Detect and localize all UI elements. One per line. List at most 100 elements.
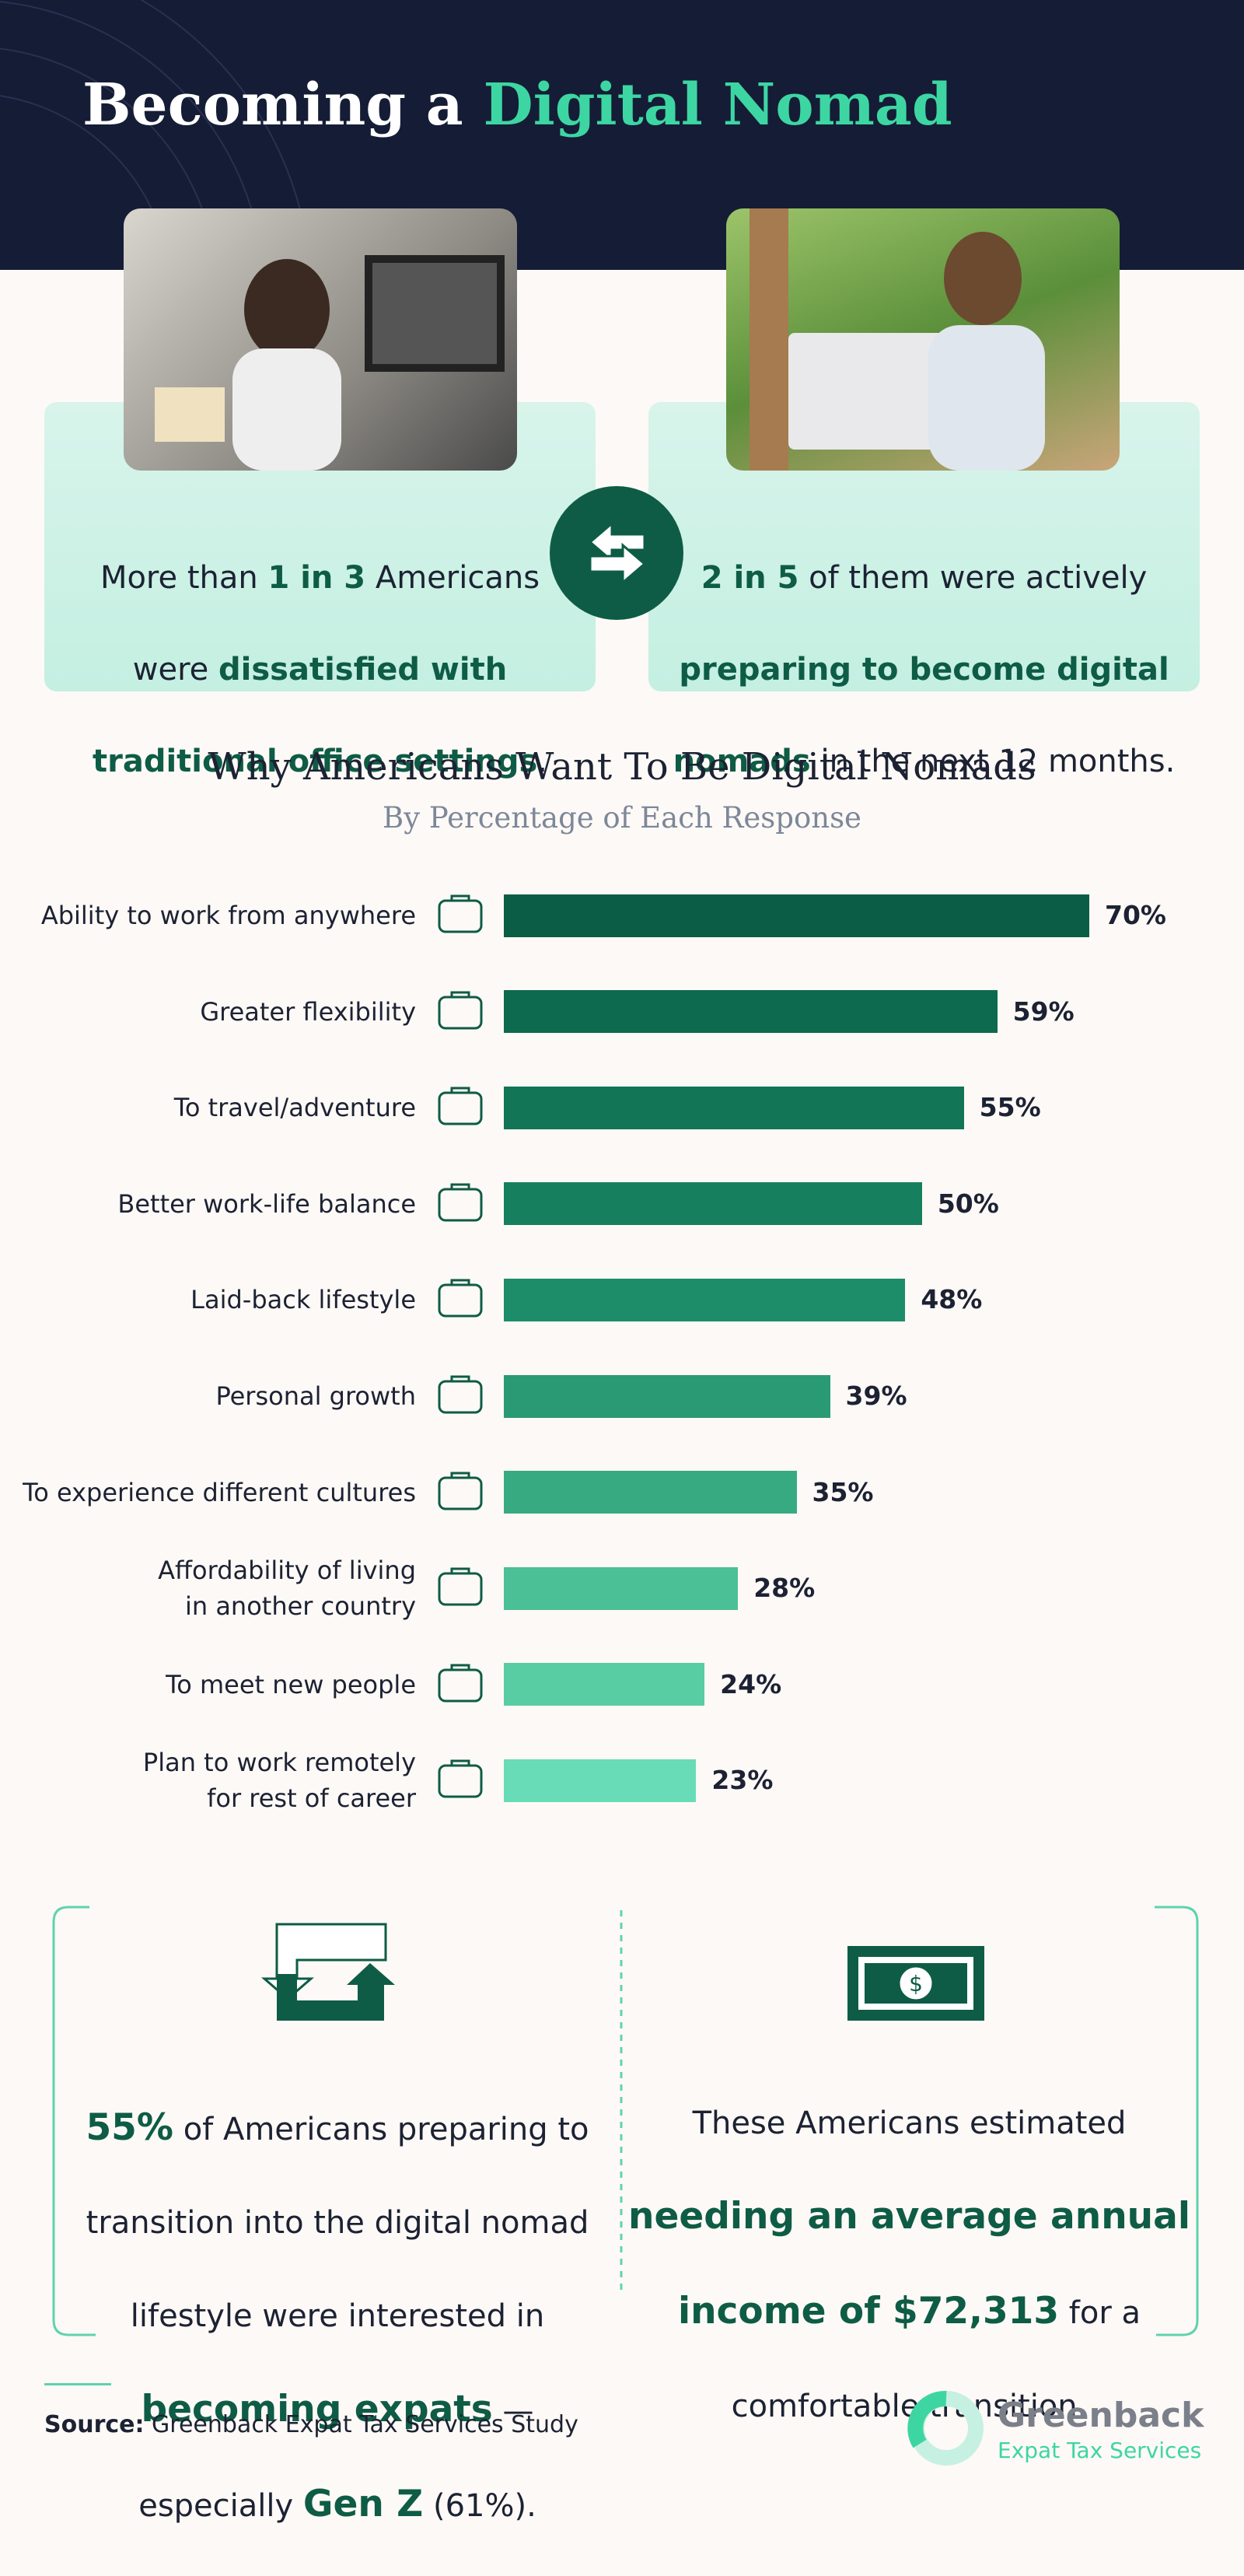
icon [438, 1087, 483, 1125]
highlight: becoming expats [141, 2388, 493, 2431]
highlight: Gen Z [302, 2483, 424, 2525]
text-line: lifestyle were interested in [54, 2293, 621, 2340]
highlight: 1 in 3 [267, 560, 366, 596]
text-line: were dissatisfied with [44, 647, 596, 693]
category-label: To meet new people [166, 1669, 416, 1699]
highlight: traditional office settings [93, 744, 538, 779]
photo-art [750, 208, 1045, 471]
highlight: needing an average annual [628, 2195, 1190, 2238]
icon [438, 1375, 483, 1414]
text-line: preparing to become digital [648, 647, 1200, 693]
swap-icon [550, 486, 683, 620]
category-label: Better work-life balance [117, 1188, 416, 1219]
bottom-frame: $ [52, 1906, 1199, 2336]
highlight: 2 in 5 [701, 560, 799, 596]
bar [504, 1182, 922, 1226]
icon [438, 894, 483, 933]
value-label: 35% [812, 1476, 874, 1507]
value-label: 39% [845, 1381, 907, 1411]
text-line: especially Gen Z (61%). [54, 2481, 621, 2529]
text: More than [100, 560, 268, 596]
title: Becoming a Digital Nomad [82, 72, 952, 138]
text: for a [1059, 2295, 1141, 2331]
text: lifestyle were interested in [130, 2298, 545, 2334]
highlight: preparing to become digital [679, 652, 1169, 688]
value-label: 23% [711, 1765, 774, 1796]
text-line: 2 in 5 of them were actively [648, 555, 1200, 601]
category-label: Greater flexibility [200, 996, 416, 1027]
text: were [132, 652, 218, 688]
text-line: income of $72,313 for a [621, 2288, 1197, 2336]
bar [504, 1566, 739, 1610]
icon [438, 1567, 483, 1606]
highlight: dissatisfied with [218, 652, 508, 688]
text: (61%). [423, 2488, 536, 2524]
text: of Americans preparing to [173, 2112, 589, 2147]
stat-text: 2 in 5 of them were actively preparing t… [648, 509, 1200, 831]
svg-text:$: $ [909, 1971, 923, 1997]
text: — [492, 2393, 534, 2429]
title-highlight: Digital Nomad [483, 72, 952, 138]
logo-mark [907, 2390, 984, 2466]
value-label: 70% [1105, 900, 1166, 930]
category-label: Affordability of living in another count… [158, 1556, 416, 1622]
text-line: transition into the digital nomad [54, 2200, 621, 2246]
photo [726, 208, 1120, 471]
text: in the next 12 months. [810, 744, 1176, 779]
text: of them were actively [798, 560, 1148, 596]
icon [438, 1279, 483, 1318]
highlight: 55% [86, 2106, 173, 2149]
source-label: Source: [44, 2411, 145, 2438]
category-label: Plan to work remotely for rest of career [142, 1748, 416, 1814]
text-line: traditional office settings. [44, 739, 596, 785]
text: transition into the digital nomad [86, 2205, 589, 2241]
footer-rule [44, 2383, 111, 2385]
value-label: 55% [979, 1092, 1041, 1123]
source-text: Greenback Expat Tax Services Study [144, 2411, 578, 2438]
title-part: Becoming a [82, 72, 484, 138]
value-label: 24% [720, 1668, 782, 1699]
icon [438, 991, 483, 1030]
text: . [537, 744, 547, 779]
value-label: 50% [937, 1188, 999, 1219]
icon [438, 1759, 483, 1798]
text: Americans [365, 560, 540, 596]
category-label: Personal growth [215, 1381, 416, 1411]
bar [504, 1759, 697, 1802]
icon [438, 1183, 483, 1222]
bar [504, 1663, 705, 1706]
text-line: becoming expats — [54, 2386, 621, 2434]
photo-art [155, 255, 505, 471]
stat-text: These Americans estimated needing an ave… [621, 2053, 1197, 2476]
icon [438, 1664, 483, 1703]
category-label: To travel/adventure [173, 1093, 416, 1123]
source: Source: Greenback Expat Tax Services Stu… [44, 2411, 578, 2438]
highlight: income of $72,313 [677, 2290, 1060, 2333]
stat-text: More than 1 in 3 Americans were dissatis… [44, 509, 596, 831]
bar [504, 894, 1089, 937]
bar [504, 1278, 906, 1321]
logo-name: Greenback [998, 2396, 1204, 2435]
value-label: 48% [921, 1284, 983, 1315]
text-line: These Americans estimated [621, 2100, 1197, 2147]
text-line: More than 1 in 3 Americans [44, 555, 596, 601]
bar [504, 1471, 797, 1514]
value-label: 28% [753, 1573, 816, 1604]
category-label: To experience different cultures [23, 1477, 416, 1507]
text-line: nomads in the next 12 months. [648, 739, 1200, 785]
text: especially [138, 2488, 303, 2524]
category-label: Laid-back lifestyle [190, 1285, 416, 1315]
chart-subtitle: By Percentage of Each Response [383, 801, 861, 835]
icon [438, 1472, 483, 1510]
logo-tagline: Expat Tax Services [998, 2438, 1202, 2463]
text-line: 55% of Americans preparing to [54, 2105, 621, 2153]
highlight: nomads [673, 744, 811, 779]
arrows [588, 520, 647, 586]
bar [504, 990, 998, 1034]
bar [504, 1086, 964, 1129]
stat-text: 55% of Americans preparing to transition… [54, 2058, 621, 2576]
text: These Americans estimated [692, 2105, 1127, 2141]
text-line: needing an average annual [621, 2193, 1197, 2242]
photo [124, 208, 517, 471]
